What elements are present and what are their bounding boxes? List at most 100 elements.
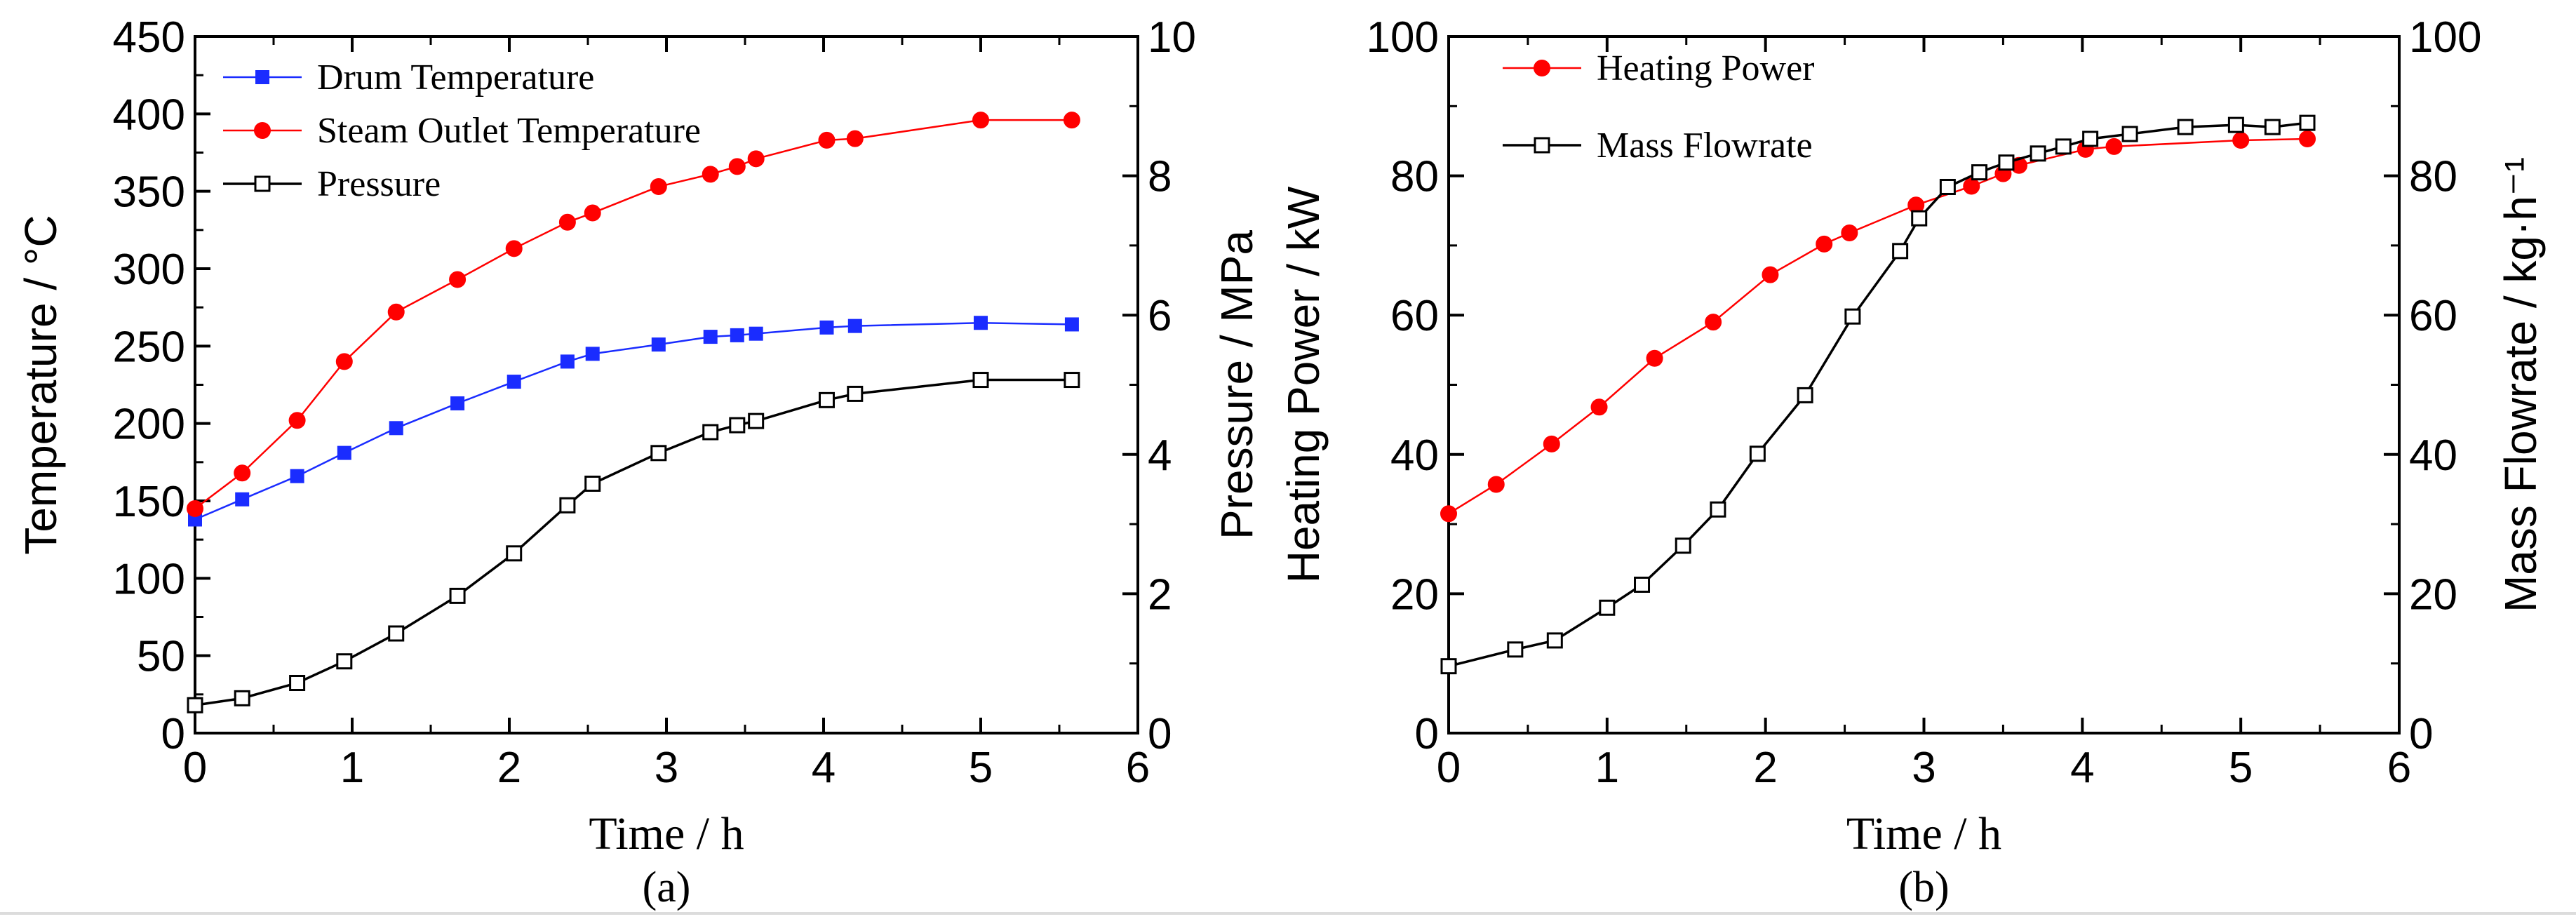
y-tick-label: 80: [1390, 153, 1439, 201]
data-point: [650, 445, 667, 462]
y2-tick-label: 20: [2409, 570, 2457, 619]
x-tick-label: 0: [1437, 744, 1461, 792]
data-point: [506, 545, 523, 562]
data-point: [2299, 114, 2316, 131]
data-point: [2055, 138, 2072, 155]
data-point: [1440, 658, 1457, 675]
data-point: [507, 375, 521, 389]
data-point: [1710, 501, 1726, 518]
legend-marker: [254, 175, 271, 192]
x-tick-label: 4: [812, 744, 836, 792]
data-point: [651, 337, 666, 352]
data-point: [1064, 317, 1079, 332]
x-tick-label: 0: [183, 744, 207, 792]
data-point: [388, 625, 405, 642]
series-steam-outlet-temperature: [187, 112, 1080, 518]
data-point: [2105, 137, 2123, 155]
data-point: [2227, 116, 2244, 133]
y2-tick-label: 4: [1148, 431, 1172, 480]
data-point: [290, 469, 304, 483]
data-point: [650, 178, 667, 196]
data-point: [234, 690, 250, 706]
x-tick-label: 5: [2229, 744, 2253, 792]
y-tick-label: 100: [113, 555, 185, 603]
x-axis-title: Time / h: [1846, 808, 2001, 859]
data-point: [1440, 505, 1457, 523]
x-tick-label: 6: [2387, 744, 2411, 792]
y-axis-title: Heating Power / kW: [1278, 186, 1329, 583]
y-tick-label: 60: [1390, 292, 1439, 340]
x-tick-label: 3: [655, 744, 678, 792]
legend-label: Drum Temperature: [317, 58, 594, 98]
data-point: [1963, 177, 1980, 195]
legend-marker: [1534, 60, 1550, 76]
data-point: [972, 372, 989, 389]
data-point: [702, 424, 719, 441]
data-point: [1911, 210, 1928, 227]
data-point: [288, 412, 306, 429]
y2-tick-label: 6: [1148, 292, 1172, 340]
data-point: [235, 492, 250, 507]
x-tick-label: 4: [2070, 744, 2094, 792]
y2-tick-label: 2: [1148, 570, 1172, 619]
y-tick-label: 150: [113, 478, 185, 526]
y-tick-label: 50: [137, 633, 185, 681]
data-point: [1841, 224, 1858, 242]
data-point: [747, 150, 765, 168]
data-point: [1599, 599, 1616, 616]
y-tick-label: 300: [113, 246, 185, 294]
data-point: [585, 347, 600, 361]
data-point: [818, 131, 836, 149]
x-tick-label: 3: [1912, 744, 1936, 792]
data-point: [2121, 126, 2138, 142]
x-tick-label: 2: [1753, 744, 1777, 792]
panel-a: 0 1 2 3 4 5 6050100150200250300350400450024681…: [15, 13, 1262, 911]
y2-tick-label: 8: [1148, 153, 1172, 201]
legend-label: Heating Power: [1597, 48, 1814, 88]
y-tick-label: 200: [113, 401, 185, 449]
data-point: [728, 158, 746, 175]
y-tick-label: 100: [1367, 13, 1439, 62]
data-point: [1762, 266, 1779, 283]
data-point: [748, 412, 765, 429]
y2-tick-label: 0: [1148, 710, 1172, 758]
panel-caption: (a): [643, 864, 691, 911]
data-point: [2177, 119, 2194, 135]
legend-label: Steam Outlet Temperature: [317, 111, 701, 151]
y-tick-label: 400: [113, 90, 185, 139]
data-point: [847, 385, 864, 402]
data-point: [1634, 576, 1651, 593]
data-point: [972, 112, 989, 129]
data-point: [289, 675, 306, 692]
y-tick-label: 0: [1415, 710, 1439, 758]
data-point: [584, 476, 601, 492]
data-point: [336, 653, 353, 670]
data-point: [1971, 164, 1988, 181]
y-tick-label: 40: [1390, 431, 1439, 480]
data-point: [818, 391, 835, 408]
data-point: [702, 166, 719, 183]
data-point: [1998, 154, 2015, 171]
series-drum-temperature: [188, 316, 1079, 527]
x-tick-label: 6: [1126, 744, 1150, 792]
data-point: [703, 330, 718, 344]
data-point: [1507, 641, 1524, 658]
y-axis-title: Temperature / °C: [15, 215, 66, 554]
series-heating-power: [1440, 130, 2316, 523]
series-pressure: [187, 372, 1080, 713]
data-point: [1064, 372, 1080, 389]
x-axis-title: Time / h: [589, 808, 744, 859]
data-point: [1705, 314, 1722, 331]
x-tick-label: 2: [497, 744, 521, 792]
data-point: [1546, 632, 1563, 649]
data-point: [819, 320, 834, 335]
y2-axis-title: Mass Flowrate / kg·h⁻¹: [2495, 157, 2546, 612]
data-point: [387, 303, 405, 321]
data-point: [1646, 349, 1663, 367]
y2-tick-label: 80: [2409, 153, 2457, 201]
data-point: [2299, 130, 2316, 147]
data-point: [559, 497, 576, 514]
series-mass-flowrate: [1440, 114, 2316, 675]
y2-tick-label: 60: [2409, 292, 2457, 340]
